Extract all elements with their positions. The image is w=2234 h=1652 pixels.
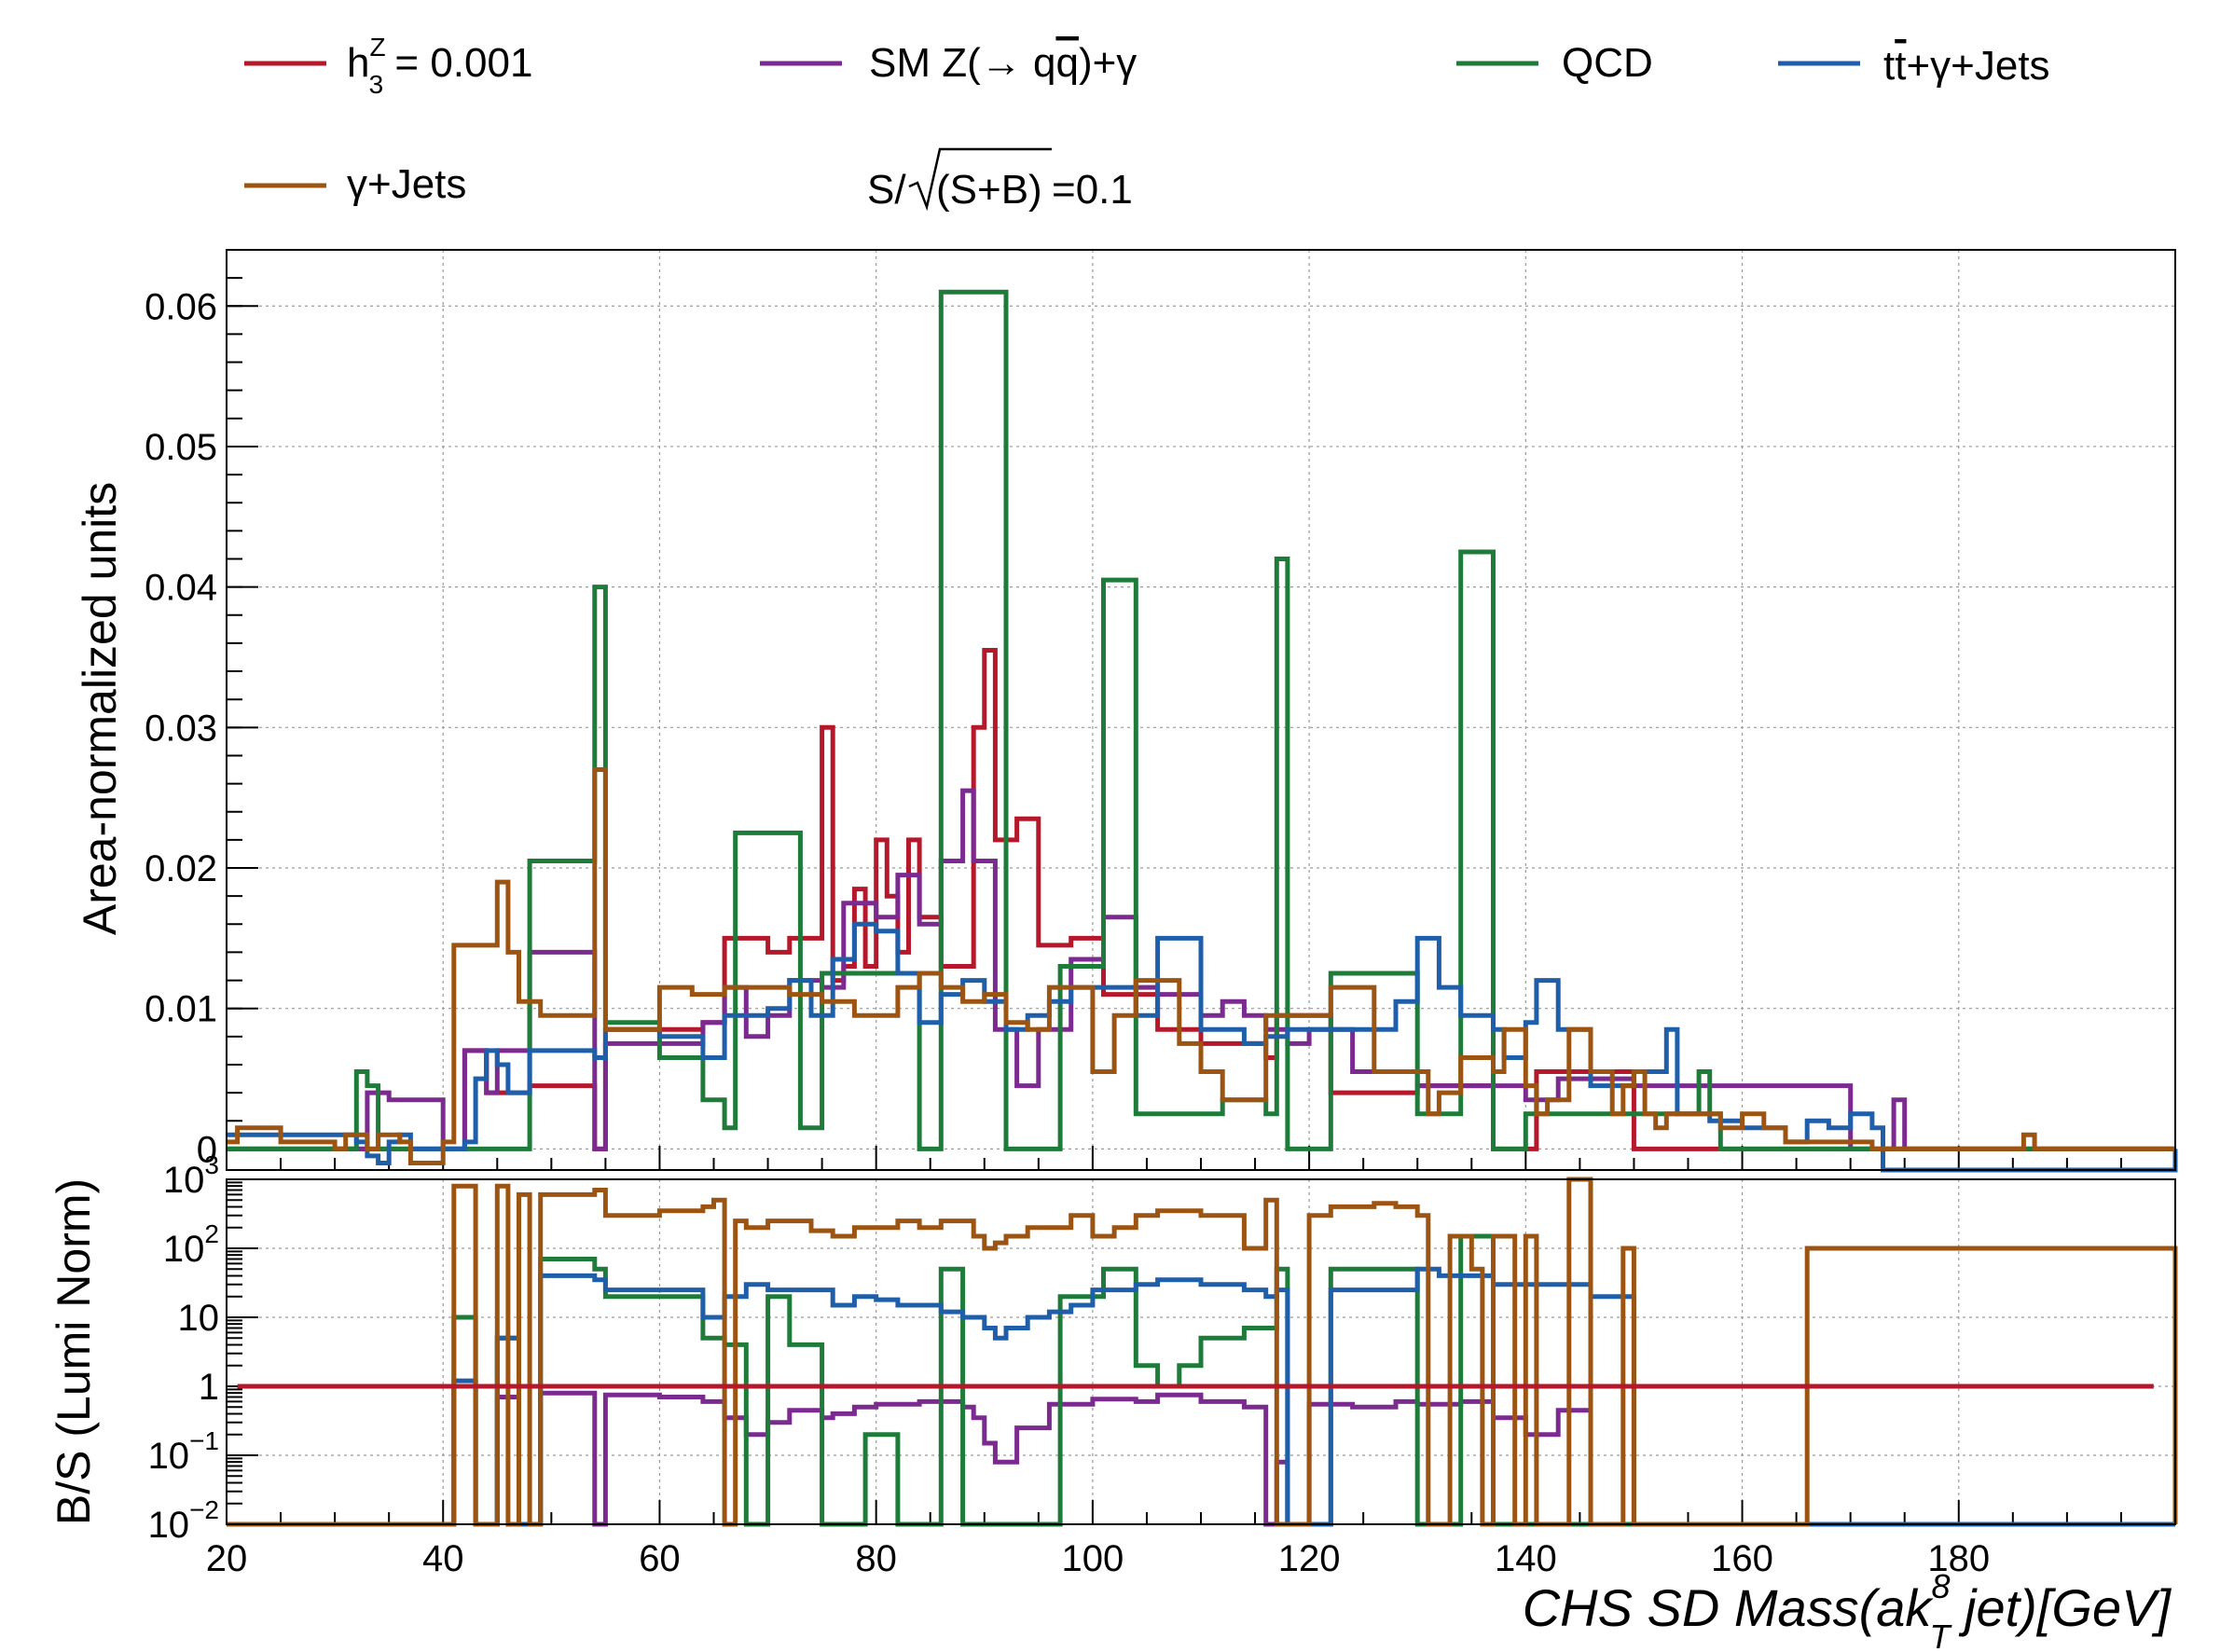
top-y-tick-label: 0.06 [145, 286, 217, 327]
significance-prefix: S/ [867, 167, 906, 213]
x-tick-label: 20 [206, 1538, 248, 1579]
x-tick-label: 60 [639, 1538, 681, 1579]
top-hist-qcd [227, 289, 2175, 1151]
legend-label-ttbar: tt+γ+Jets [1883, 43, 2050, 89]
legend-signal-sub: 3 [369, 70, 384, 99]
significance-value: =0.1 [1052, 167, 1133, 213]
x-tick-label: 160 [1711, 1538, 1773, 1579]
legend-sm-z-qbar: q [1055, 40, 1078, 86]
legend-significance: S/ (S+B) =0.1 [867, 147, 1133, 213]
x-tick-label: 40 [422, 1538, 464, 1579]
bottom-y-tick-label: 10−1 [148, 1426, 219, 1477]
x-tick-label: 140 [1495, 1538, 1557, 1579]
top-hist-tt-jets [227, 921, 2178, 1173]
x-axis-title-rest: jet)[GeV] [1950, 1578, 2172, 1637]
sqrt-sign-icon [908, 147, 1052, 212]
top-panel-y-tick-labels: 0 0.01 0.02 0.03 0.04 0.05 0.06 [145, 286, 217, 1170]
x-tick-labels: 20 40 60 80 100 120 140 160 180 [206, 1538, 1990, 1579]
bottom-y-tick-label: 10 [178, 1298, 220, 1339]
x-axis-title-sup: 8 [1931, 1567, 1950, 1605]
x-axis-title-sub: T [1929, 1618, 1952, 1652]
top-panel-histograms [227, 289, 2178, 1173]
legend-ttbar-rest: +γ+Jets [1906, 43, 2049, 89]
x-axis-title: CHS SD Mass(ak8 T jet)[GeV] [1523, 1567, 2172, 1652]
legend-entry-qcd: QCD [1456, 40, 1653, 86]
top-y-tick-label: 0.05 [145, 427, 217, 468]
x-tick-label: 80 [855, 1538, 897, 1579]
significance-radicand: (S+B) [936, 167, 1042, 213]
top-panel-frame [226, 249, 2176, 1171]
top-y-tick-label: 0 [197, 1129, 217, 1170]
x-tick-label: 180 [1927, 1538, 1990, 1579]
top-hist-jets [227, 767, 2175, 1165]
bottom-y-tick-label: 10−2 [148, 1495, 219, 1546]
legend-entry-gamma-jets: γ+Jets [244, 161, 466, 207]
bottom-y-tick-label: 103 [163, 1150, 219, 1201]
bottom-panel-histograms [227, 1177, 2178, 1527]
bottom-panel-y-axis-title: B/S (Lumi Norm) [48, 1178, 100, 1525]
legend-label-sm-z: SM Z(→ qq)+γ [869, 40, 1137, 86]
top-y-tick-label: 0.04 [145, 568, 217, 609]
legend-label-qcd: QCD [1562, 40, 1653, 86]
legend-entry-ttbar: tt+γ+Jets [1778, 43, 2050, 89]
legend-signal-sup: Z [369, 33, 385, 62]
legend: hZ 3 = 0.001 SM Z(→ qq)+γ QCD tt+γ+Jets γ… [244, 33, 2050, 213]
legend-signal-rest: = 0.001 [383, 40, 532, 86]
top-panel-y-axis-title: Area-normalized units [74, 482, 126, 935]
top-y-tick-label: 0.01 [145, 989, 217, 1030]
top-panel: 0 0.01 0.02 0.03 0.04 0.05 0.06 Area-normalize… [74, 249, 2178, 1173]
legend-entry-sm-z: SM Z(→ qq)+γ [760, 40, 1137, 86]
bottom-y-tick-label: 102 [163, 1219, 219, 1270]
top-y-tick-label: 0.03 [145, 708, 217, 749]
legend-sm-z-rest: )+γ [1079, 40, 1137, 86]
top-y-tick-label: 0.02 [145, 848, 217, 889]
bottom-hist-tt-jets [227, 1266, 2175, 1527]
bottom-hist-sm-z-qq [227, 1384, 2175, 1527]
bottom-panel-frame [226, 1178, 2176, 1525]
bottom-panel: 10−2 10−1 1 10 102 103 20 40 60 80 100 120 140 160 18… [48, 1150, 2178, 1652]
legend-label-gamma-jets: γ+Jets [347, 161, 466, 207]
bottom-y-tick-label: 1 [199, 1367, 219, 1408]
x-tick-label: 120 [1278, 1538, 1341, 1579]
x-tick-label: 100 [1062, 1538, 1124, 1579]
bottom-panel-y-tick-labels: 10−2 10−1 1 10 102 103 [148, 1150, 219, 1546]
legend-label-signal: hZ 3 = 0.001 [347, 33, 532, 99]
legend-entry-signal: hZ 3 = 0.001 [244, 33, 532, 99]
legend-ttbar-tbar: t [1895, 43, 1906, 89]
